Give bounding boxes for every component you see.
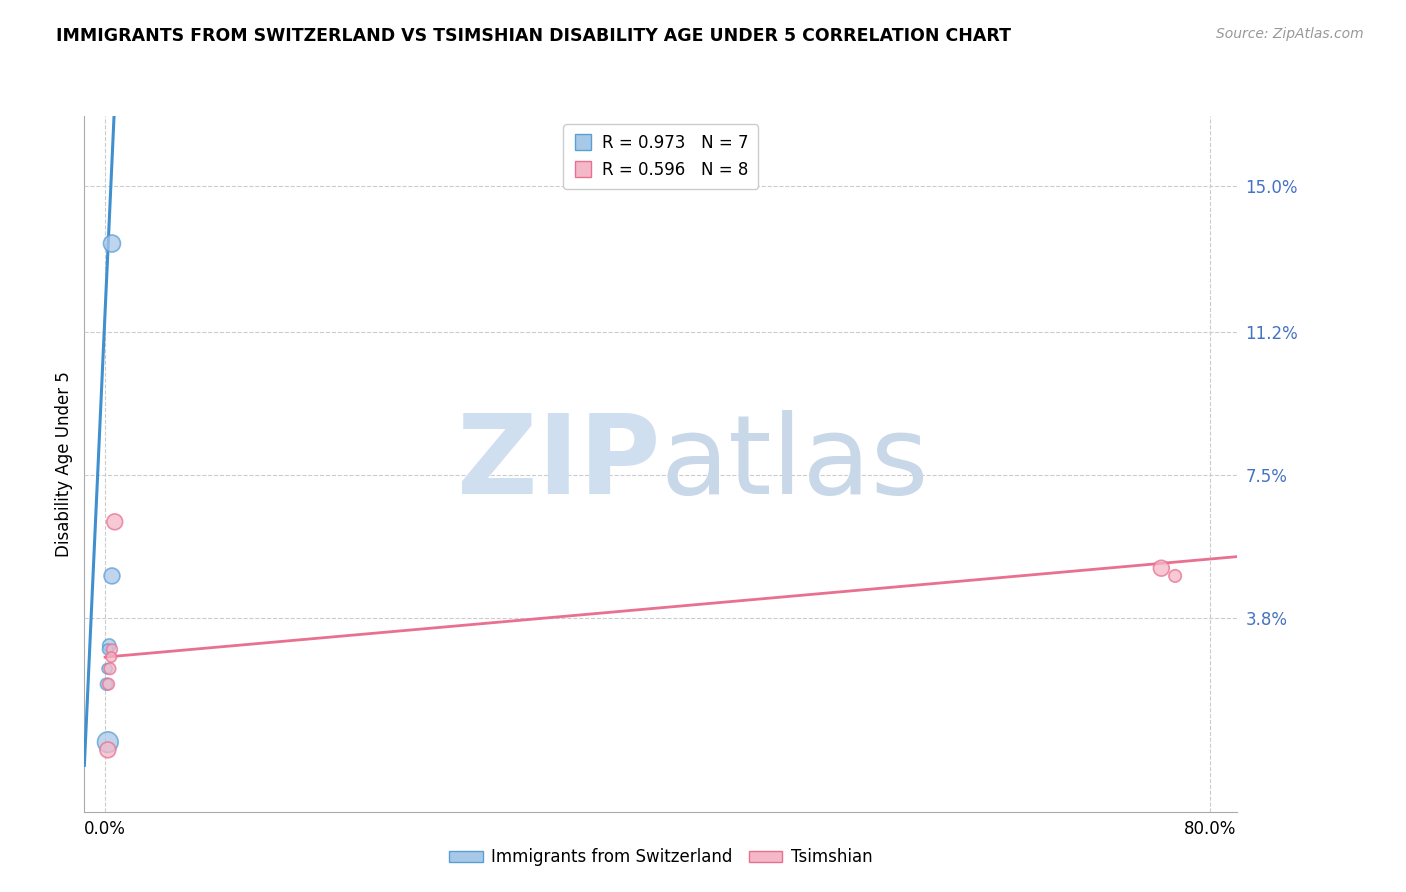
Point [101, 569, 124, 583]
Point [97, 642, 120, 657]
Text: IMMIGRANTS FROM SWITZERLAND VS TSIMSHIAN DISABILITY AGE UNDER 5 CORRELATION CHAR: IMMIGRANTS FROM SWITZERLAND VS TSIMSHIAN… [56, 27, 1011, 45]
Point [1164, 569, 1187, 583]
Text: atlas: atlas [661, 410, 929, 517]
Point [98, 662, 121, 676]
Point [97, 735, 120, 749]
Point [97, 677, 120, 691]
Point [98, 639, 121, 653]
Point [1150, 561, 1173, 575]
Point [101, 236, 124, 251]
Y-axis label: Disability Age Under 5: Disability Age Under 5 [55, 371, 73, 557]
Point [96, 677, 118, 691]
Text: ZIP: ZIP [457, 410, 661, 517]
Legend: Immigrants from Switzerland, Tsimshian: Immigrants from Switzerland, Tsimshian [443, 842, 879, 873]
Point [96, 662, 118, 676]
Point [101, 642, 124, 657]
Point [104, 515, 127, 529]
Text: Source: ZipAtlas.com: Source: ZipAtlas.com [1216, 27, 1364, 41]
Point [97, 743, 120, 757]
Point [100, 650, 122, 665]
